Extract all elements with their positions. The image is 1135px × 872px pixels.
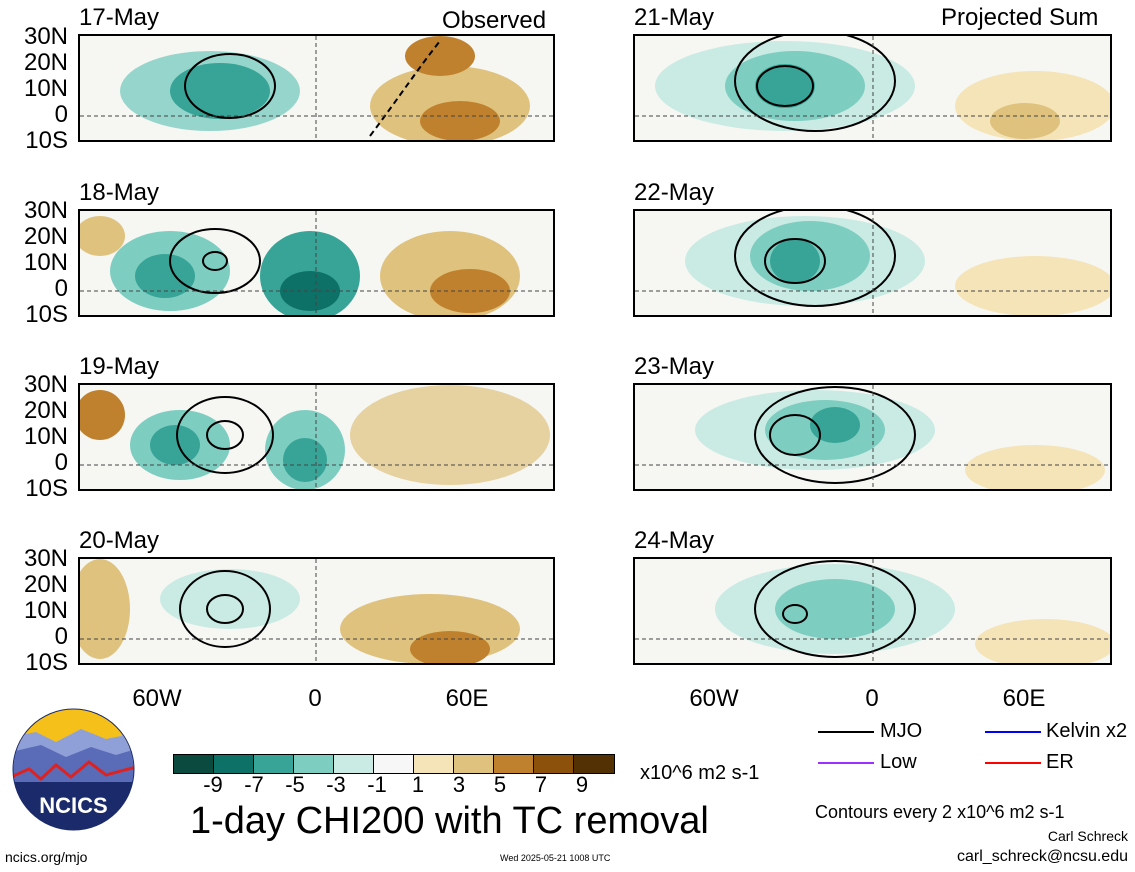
lat-label: 10S	[25, 475, 68, 502]
panel-date: 19-May	[79, 353, 160, 380]
lat-label: 0	[54, 449, 68, 476]
colorbar-swatch	[574, 755, 614, 773]
colorbar-tick: -9	[203, 772, 223, 797]
lat-label: 10N	[23, 597, 68, 624]
logo-text: NCICS	[39, 793, 107, 818]
lat-label: 10N	[23, 423, 68, 450]
lat-label: 10S	[25, 301, 68, 328]
colorbar-tick: -7	[244, 772, 264, 797]
map-panel	[633, 34, 1112, 142]
colorbar-swatch	[534, 755, 574, 773]
contour-note: Contours every 2 x10^6 m2 s-1	[815, 802, 1065, 822]
lat-label: 20N	[23, 397, 68, 424]
map-panel	[633, 383, 1112, 491]
legend-label: MJO	[880, 720, 923, 742]
lat-label: 10N	[23, 249, 68, 276]
colorbar-tick: 3	[452, 772, 466, 797]
legend-line-er	[985, 762, 1041, 764]
timestamp: Wed 2025-05-21 1008 UTC	[500, 853, 611, 863]
lat-label: 10S	[25, 127, 68, 154]
ncics-logo: NCICS	[11, 707, 136, 832]
lon-label: 60E	[1002, 685, 1046, 712]
observed-label: Observed	[442, 7, 547, 34]
colorbar-tick: -5	[285, 772, 305, 797]
map-panel	[78, 209, 555, 317]
colorbar-swatch	[334, 755, 374, 773]
colorbar-swatch	[294, 755, 334, 773]
author: Carl Schreck	[1047, 828, 1128, 844]
legend-label: Kelvin x2	[1046, 720, 1128, 742]
lon-label: 0	[865, 685, 879, 712]
lat-label: 0	[54, 275, 68, 302]
lon-label: 0	[308, 685, 322, 712]
panel-date: 17-May	[79, 4, 160, 31]
lat-label: 30N	[23, 23, 68, 50]
lon-label: 60W	[689, 685, 739, 712]
projected-label: Projected Sum	[941, 4, 1099, 31]
colorbar-swatch	[174, 755, 214, 773]
lat-label: 0	[54, 101, 68, 128]
lat-label: 0	[54, 623, 68, 650]
colorbar-swatch	[254, 755, 294, 773]
colorbar-swatch	[494, 755, 534, 773]
legend-label: Low	[880, 751, 917, 773]
colorbar-tick: -1	[367, 772, 387, 797]
lon-label: 60W	[132, 685, 182, 712]
lat-label: 10N	[23, 75, 68, 102]
colorbar-swatch	[454, 755, 494, 773]
lat-label: 30N	[23, 371, 68, 398]
lat-label: 30N	[23, 545, 68, 572]
colorbar-tick: 7	[534, 772, 548, 797]
panel-date: 18-May	[79, 179, 160, 206]
map-panel	[633, 209, 1112, 317]
lat-label: 20N	[23, 223, 68, 250]
colorbar-units: x10^6 m2 s-1	[640, 762, 760, 784]
map-panel	[633, 557, 1112, 665]
panel-date: 24-May	[634, 527, 715, 554]
map-panel	[78, 34, 555, 142]
lat-label: 10S	[25, 649, 68, 676]
panel-date: 22-May	[634, 179, 715, 206]
lat-label: 20N	[23, 571, 68, 598]
colorbar-tick: 9	[575, 772, 589, 797]
colorbar-swatch	[214, 755, 254, 773]
colorbar-tick: 5	[493, 772, 507, 797]
legend-line-low	[818, 762, 874, 764]
website-link[interactable]: ncics.org/mjo	[5, 849, 88, 865]
legend-line-kelvin	[985, 731, 1041, 733]
legend-label: ER	[1046, 751, 1074, 773]
colorbar-swatch	[374, 755, 414, 773]
author-email[interactable]: carl_schreck@ncsu.edu	[957, 848, 1128, 865]
figure-title: 1-day CHI200 with TC removal	[190, 800, 709, 842]
panel-date: 23-May	[634, 353, 715, 380]
legend-line-mjo	[818, 731, 874, 733]
panel-date: 20-May	[79, 527, 160, 554]
lon-label: 60E	[445, 685, 489, 712]
lat-label: 20N	[23, 49, 68, 76]
lat-label: 30N	[23, 197, 68, 224]
colorbar-tick: -3	[326, 772, 346, 797]
panel-date: 21-May	[634, 4, 715, 31]
colorbar-tick: 1	[411, 772, 425, 797]
colorbar	[173, 754, 615, 774]
map-panel	[78, 557, 555, 665]
map-panel	[78, 383, 555, 491]
colorbar-swatch	[414, 755, 454, 773]
